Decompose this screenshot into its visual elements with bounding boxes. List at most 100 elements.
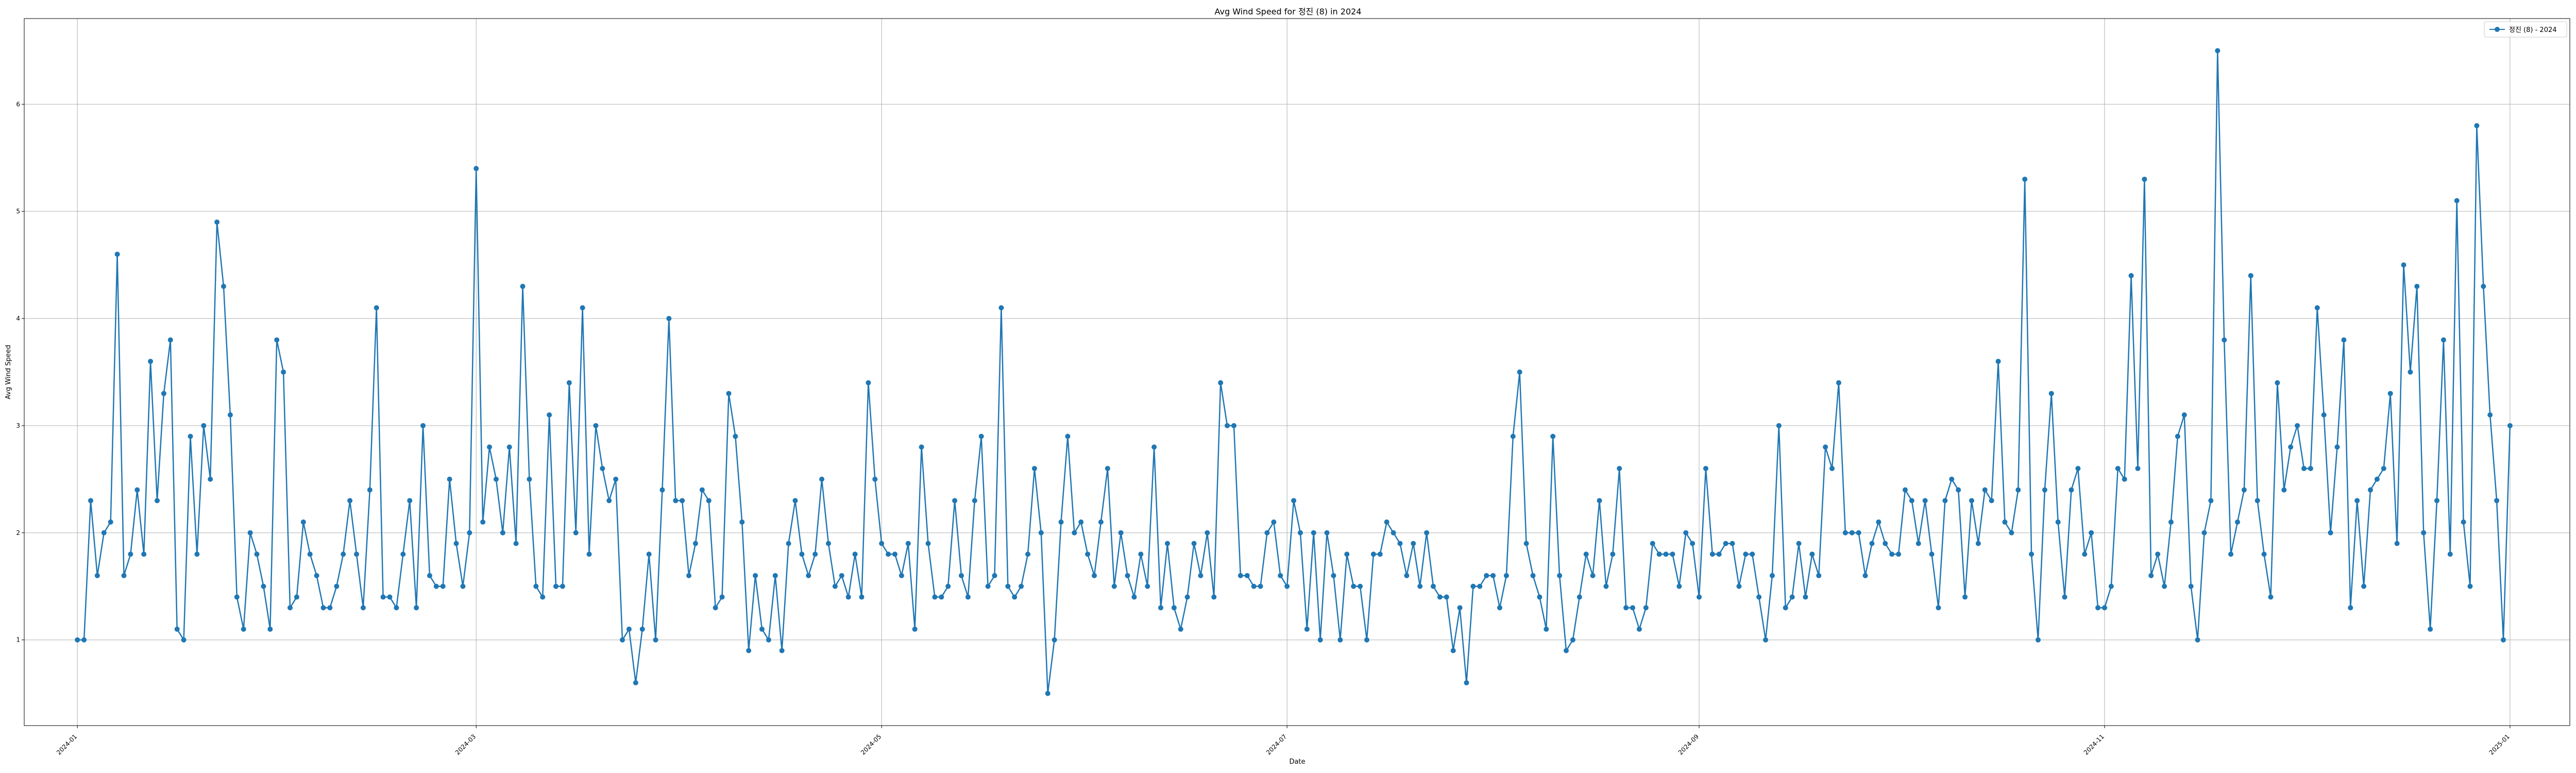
data-point: [2255, 498, 2260, 503]
data-point: [121, 573, 127, 578]
data-point: [314, 573, 319, 578]
data-point: [2334, 444, 2340, 450]
data-point: [2181, 412, 2187, 418]
data-point: [1297, 530, 1303, 535]
data-point: [2042, 487, 2047, 493]
data-point: [560, 583, 565, 589]
data-point: [1264, 530, 1270, 535]
data-point: [653, 637, 658, 643]
data-point: [1391, 530, 1396, 535]
data-point: [806, 573, 811, 578]
data-point: [2494, 498, 2500, 503]
data-point: [2374, 476, 2380, 482]
data-point: [852, 551, 858, 557]
data-point: [2367, 487, 2373, 493]
data-point: [88, 498, 94, 503]
data-point: [1291, 498, 1297, 503]
data-point: [2428, 626, 2433, 632]
data-point: [1989, 498, 1994, 503]
data-point: [1370, 551, 1376, 557]
data-point: [114, 251, 120, 257]
data-point: [241, 626, 246, 632]
data-point: [520, 283, 526, 289]
data-point: [1317, 637, 1323, 643]
data-point: [367, 487, 372, 493]
data-point: [1058, 519, 1064, 525]
data-point: [1842, 530, 1848, 535]
y-axis-ticks: 1 2 3 4 5 6: [16, 100, 24, 644]
data-point: [1709, 551, 1715, 557]
data-point: [1783, 605, 1788, 611]
data-point: [1769, 573, 1775, 578]
data-point: [1750, 551, 1755, 557]
data-point: [600, 466, 605, 472]
data-point: [1856, 530, 1861, 535]
data-point: [759, 626, 765, 632]
data-point: [1716, 551, 1722, 557]
data-point: [2467, 583, 2473, 589]
series-layer: [75, 48, 2513, 696]
data-point: [1477, 583, 1483, 589]
data-point: [972, 498, 977, 503]
data-point: [467, 530, 472, 535]
y-tick-label: 4: [16, 315, 20, 322]
data-point: [1005, 583, 1011, 589]
data-point: [108, 519, 113, 525]
data-point: [1145, 583, 1150, 589]
data-point: [1956, 487, 1961, 493]
data-point: [2095, 605, 2101, 611]
data-point: [1164, 541, 1170, 546]
data-point: [992, 573, 997, 578]
data-point: [460, 583, 466, 589]
data-point: [2308, 466, 2313, 472]
data-point: [453, 541, 459, 546]
data-point: [1072, 530, 1077, 535]
data-point: [1497, 605, 1502, 611]
data-point: [101, 530, 107, 535]
data-point: [1437, 594, 1443, 600]
data-point: [2301, 466, 2307, 472]
data-point: [932, 594, 938, 600]
data-point: [965, 594, 971, 600]
data-point: [1869, 541, 1875, 546]
data-point: [2115, 466, 2121, 472]
data-point: [733, 433, 738, 439]
data-point: [1583, 551, 1589, 557]
data-point: [1358, 583, 1363, 589]
data-point: [2201, 530, 2207, 535]
data-point: [327, 605, 333, 611]
data-point: [2394, 541, 2400, 546]
data-point: [1816, 573, 1822, 578]
data-point: [1111, 583, 1117, 589]
data-point: [2195, 637, 2200, 643]
data-point: [254, 551, 260, 557]
data-point: [1936, 605, 1941, 611]
data-point: [1889, 551, 1895, 557]
data-point: [1092, 573, 1097, 578]
data-point: [2461, 519, 2466, 525]
data-point: [1490, 573, 1496, 578]
data-point: [1271, 519, 1277, 525]
data-point: [692, 541, 698, 546]
data-point: [155, 498, 160, 503]
data-point: [1251, 583, 1257, 589]
data-point: [1503, 573, 1509, 578]
data-point: [2029, 551, 2035, 557]
data-point: [2062, 594, 2067, 600]
data-point: [1225, 423, 1230, 428]
data-point: [1697, 594, 1702, 600]
data-point: [2089, 530, 2094, 535]
data-point: [1942, 498, 1948, 503]
data-point: [739, 519, 745, 525]
data-point: [825, 541, 831, 546]
data-point: [680, 498, 685, 503]
data-point: [2022, 176, 2028, 182]
data-point: [2075, 466, 2081, 472]
data-point: [952, 498, 958, 503]
data-point: [1158, 605, 1164, 611]
data-point: [673, 498, 679, 503]
legend-marker-swatch: [2495, 27, 2500, 32]
data-point: [1444, 594, 1449, 600]
data-point: [2481, 283, 2486, 289]
data-point: [1118, 530, 1124, 535]
